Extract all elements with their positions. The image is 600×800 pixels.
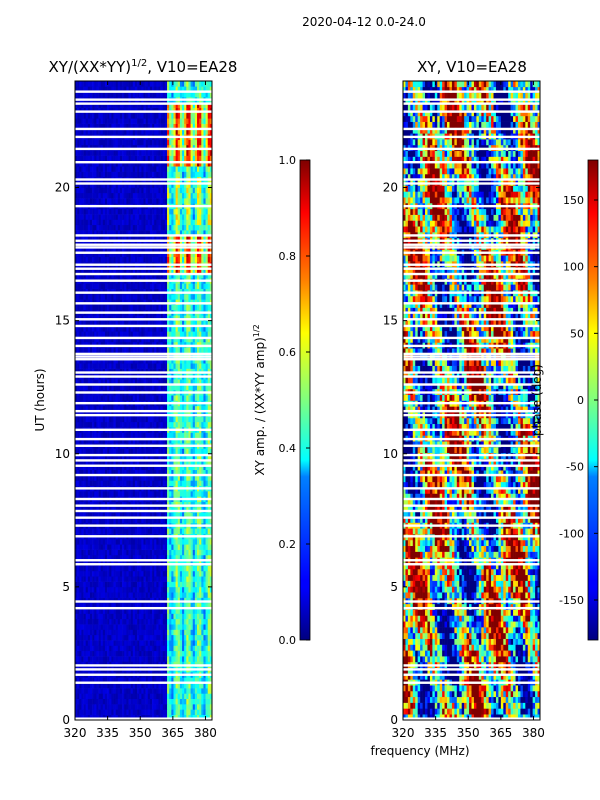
x-tick-label: 320 <box>392 726 415 740</box>
right-flagged-rows <box>403 90 540 720</box>
right-y-axis: 0 5 10 15 20 <box>383 181 540 727</box>
y-tick-label: 15 <box>383 314 398 328</box>
left-flagged-rows <box>75 90 212 720</box>
left-y-axis-label: UT (hours) <box>33 368 47 431</box>
colorbar-tick-label: 1.0 <box>279 154 297 167</box>
left-colorbar: 0.0 0.2 0.4 0.6 0.8 1.0 XY amp. / (XX*YY amp)… <box>252 154 311 647</box>
left-y-axis: 0 5 10 15 20 <box>55 181 212 727</box>
right-colorbar-ticks: -150 -100 -50 0 50 100 150 <box>559 194 598 607</box>
right-colorbar-label: phase (deg) <box>530 364 544 436</box>
y-tick-label: 5 <box>390 580 398 594</box>
right-panel-title: XY, V10=EA28 <box>417 58 527 76</box>
colorbar-tick-label: 0.2 <box>279 538 297 551</box>
left-colorbar-label: XY amp. / (XX*YY amp)1/2 <box>252 324 267 475</box>
colorbar-tick-label: 0.0 <box>279 634 297 647</box>
colorbar-tick-label: 0.4 <box>279 442 297 455</box>
x-tick-label: 380 <box>194 726 217 740</box>
colorbar-tick-label: 0 <box>577 394 584 407</box>
y-tick-label: 20 <box>55 181 70 195</box>
left-colorbar-ticks: 0.0 0.2 0.4 0.6 0.8 1.0 <box>279 154 310 647</box>
x-tick-label: 320 <box>64 726 87 740</box>
y-tick-label: 20 <box>383 181 398 195</box>
colorbar-tick-label: 100 <box>563 261 584 274</box>
y-tick-label: 10 <box>55 447 70 461</box>
x-tick-label: 335 <box>424 726 447 740</box>
left-panel: XY/(XX*YY)1/2, V10=EA28 320 335 350 365 380 … <box>33 58 237 740</box>
colorbar-tick-label: 0.6 <box>279 346 297 359</box>
colorbar-tick-label: 0.8 <box>279 250 297 263</box>
y-tick-label: 10 <box>383 447 398 461</box>
y-tick-label: 0 <box>390 713 398 727</box>
right-x-axis-label: frequency (MHz) <box>370 744 469 758</box>
colorbar-tick-label: -150 <box>559 594 584 607</box>
x-tick-label: 365 <box>161 726 184 740</box>
x-tick-label: 350 <box>129 726 152 740</box>
left-heatmap <box>75 81 212 720</box>
x-tick-label: 365 <box>489 726 512 740</box>
y-tick-label: 15 <box>55 314 70 328</box>
figure-suptitle: 2020-04-12 0.0-24.0 <box>302 15 426 29</box>
colorbar-tick-label: 150 <box>563 194 584 207</box>
y-tick-label: 0 <box>62 713 70 727</box>
left-x-axis: 320 335 350 365 380 <box>64 81 217 740</box>
right-axes-frame <box>402 80 541 721</box>
left-panel-title: XY/(XX*YY)1/2, V10=EA28 <box>49 58 238 76</box>
right-heatmap <box>403 81 540 720</box>
x-tick-label: 335 <box>96 726 119 740</box>
colorbar-tick-label: -100 <box>559 527 584 540</box>
left-colorbar-gradient <box>299 159 311 641</box>
x-tick-label: 380 <box>522 726 545 740</box>
y-tick-label: 5 <box>62 580 70 594</box>
x-tick-label: 350 <box>457 726 480 740</box>
right-x-axis: 320 335 350 365 380 <box>392 81 545 740</box>
right-panel: XY, V10=EA28 320 335 350 365 380 0 5 10 15 20 fr… <box>370 58 544 758</box>
colorbar-tick-label: -50 <box>566 461 584 474</box>
colorbar-tick-label: 50 <box>570 327 584 340</box>
left-axes-frame <box>74 80 213 721</box>
right-colorbar: -150 -100 -50 0 50 100 150 phase (deg) <box>530 159 599 641</box>
